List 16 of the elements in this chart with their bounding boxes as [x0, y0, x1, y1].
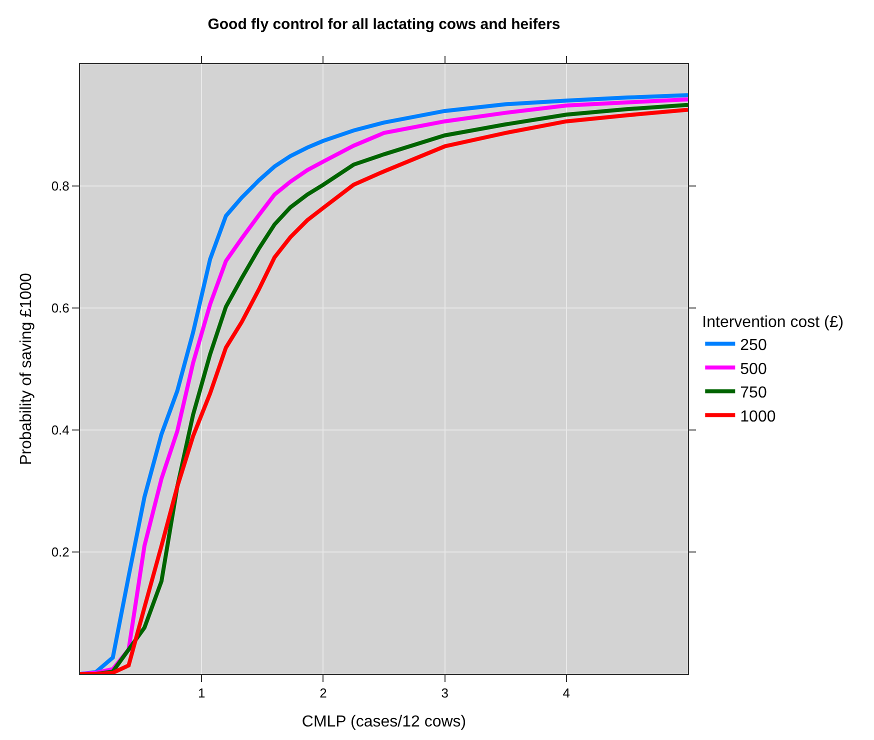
- y-tick-label: 0.4: [51, 422, 70, 438]
- x-tick-label: 1: [198, 686, 206, 701]
- x-tick-label: 4: [562, 686, 570, 701]
- legend-label: 500: [740, 360, 767, 378]
- x-axis-title: CMLP (cases/12 cows): [302, 713, 466, 730]
- x-tick-label: 3: [441, 686, 448, 701]
- y-tick-label: 0.2: [51, 544, 70, 560]
- legend-label: 750: [740, 384, 767, 402]
- legend-label: 1000: [740, 408, 776, 426]
- legend-label: 250: [740, 336, 767, 354]
- y-tick-label: 0.8: [51, 178, 70, 194]
- y-axis-title: Probability of saving £1000: [18, 272, 36, 466]
- legend-title: Intervention cost (£): [702, 314, 844, 331]
- x-tick-label: 2: [320, 686, 327, 701]
- chart-title: Good fly control for all lactating cows and heifers: [208, 16, 560, 33]
- y-tick-label: 0.6: [51, 300, 70, 316]
